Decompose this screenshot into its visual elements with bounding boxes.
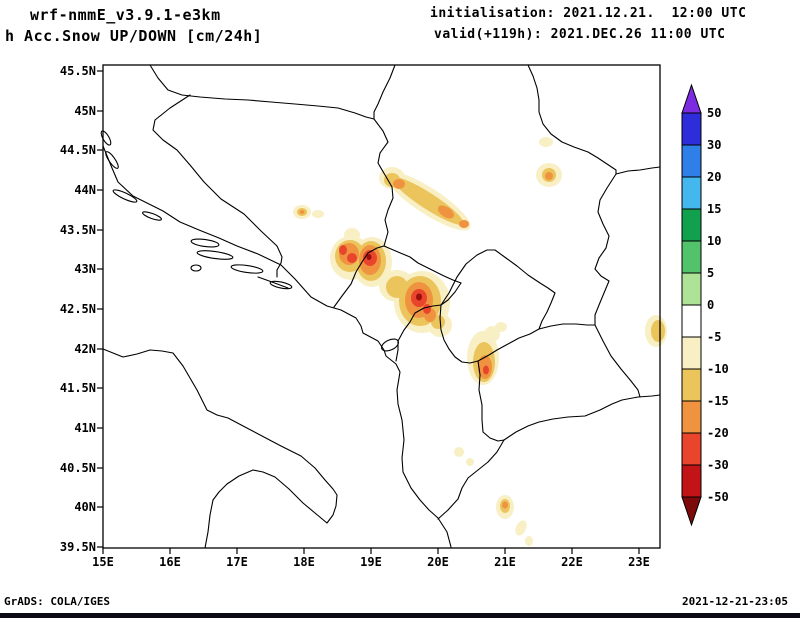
lat-label: 42.5N (60, 302, 96, 316)
colorbar-segment (681, 432, 702, 466)
border-serbia-bulgaria (594, 173, 617, 326)
border-montenegro-albania (395, 282, 462, 362)
colorbar-label: 15 (707, 202, 721, 216)
colorbar-label: -5 (707, 330, 721, 344)
latitude-axis: 45.5N 45N 44.5N 44N 43.5N 43N 42.5N 42N … (60, 64, 96, 554)
lon-label: 20E (427, 555, 449, 569)
border-macedonia-north (538, 323, 596, 330)
lon-label: 21E (494, 555, 516, 569)
colorbar (681, 83, 702, 527)
lat-label: 44.5N (60, 143, 96, 157)
italian-coastline (102, 348, 338, 549)
map-frame (102, 64, 661, 549)
colorbar-label: 0 (707, 298, 714, 312)
colorbar-label: -30 (707, 458, 729, 472)
lon-label: 16E (159, 555, 181, 569)
colorbar-segment (681, 208, 702, 242)
lon-label: 19E (360, 555, 382, 569)
colorbar-label: 10 (707, 234, 721, 248)
lat-label: 44N (74, 183, 96, 197)
product-title: h Acc.Snow UP/DOWN [cm/24h] (5, 27, 263, 45)
colorbar-segment (681, 176, 702, 210)
lat-label: 41N (74, 421, 96, 435)
lon-label: 22E (561, 555, 583, 569)
colorbar-segment (681, 368, 702, 402)
valid-time: valid(+119h): 2021.DEC.26 11:00 UTC (434, 27, 726, 42)
colorbar-segment (681, 240, 702, 274)
colorbar-label: -10 (707, 362, 729, 376)
colorbar-label: -50 (707, 490, 729, 504)
colorbar-segment (681, 400, 702, 434)
colorbar-label: -15 (707, 394, 729, 408)
border-kosovo (439, 249, 556, 364)
coastlines-borders (100, 64, 661, 549)
border-macedonia-greece (503, 394, 661, 441)
lat-label: 45N (74, 104, 96, 118)
colorbar-label: 20 (707, 170, 721, 184)
lat-label: 41.5N (60, 381, 96, 395)
grads-credit: GrADS: COLA/IGES (4, 595, 110, 608)
lon-label: 15E (92, 555, 114, 569)
colorbar-label: 5 (707, 266, 714, 280)
colorbar-segment (681, 272, 702, 306)
lon-label: 18E (293, 555, 315, 569)
colorbar-segment (681, 464, 702, 498)
colorbar-segment (681, 112, 702, 146)
colorbar-label: -20 (707, 426, 729, 440)
snow-shading-cream (293, 137, 667, 546)
border-bosnia-serbia (373, 118, 394, 247)
lon-label: 23E (628, 555, 650, 569)
snow-shading-darkred (366, 254, 422, 301)
lat-label: 40.5N (60, 461, 96, 475)
colorbar-arrow-top (681, 83, 702, 114)
colorbar-segment (681, 144, 702, 178)
colorbar-arrow-bottom (681, 496, 702, 527)
adriatic-east-coastline (102, 145, 452, 548)
creation-timestamp: 2021-12-21-23:05 (682, 595, 788, 608)
border-croatia-bosnia (152, 94, 283, 278)
islands (100, 130, 293, 290)
border-croatia-serbia (373, 64, 396, 120)
lat-label: 43.5N (60, 223, 96, 237)
lat-label: 42N (74, 342, 96, 356)
window-bottom-edge (0, 613, 800, 618)
lake-skadar (381, 338, 399, 352)
initialisation-time: initialisation: 2021.12.21. 12:00 UTC (430, 6, 747, 21)
colorbar-labels: 50 30 20 15 10 5 0 -5 -10 -15 -20 -30 -5… (707, 106, 729, 504)
longitude-axis: 15E 16E 17E 18E 19E 20E 21E 22E 23E (92, 555, 650, 569)
border-macedonia-bulgaria (594, 324, 641, 398)
border-north (149, 64, 375, 120)
lat-label: 40N (74, 500, 96, 514)
model-title: wrf-nmmE_v3.9.1-e3km (30, 6, 221, 24)
axis-ticks (97, 70, 640, 554)
border-montenegro (333, 245, 462, 308)
lat-label: 39.5N (60, 540, 96, 554)
lat-label: 45.5N (60, 64, 96, 78)
border-serbia-romania (527, 64, 661, 175)
colorbar-label: 30 (707, 138, 721, 152)
lon-label: 17E (226, 555, 248, 569)
border-albania-east (437, 360, 505, 520)
colorbar-segment (681, 304, 702, 338)
colorbar-segment (681, 336, 702, 370)
lat-label: 43N (74, 262, 96, 276)
colorbar-label: 50 (707, 106, 721, 120)
